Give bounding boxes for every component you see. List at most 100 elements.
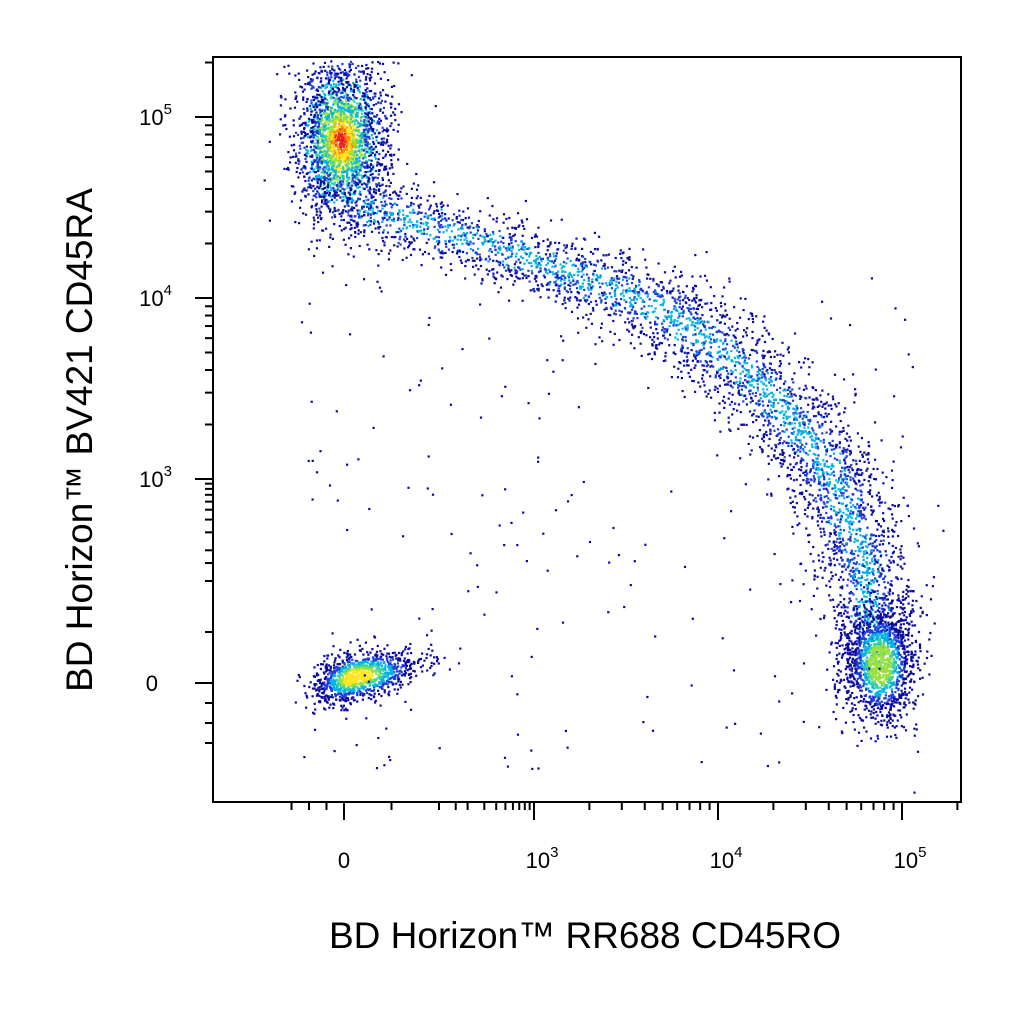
event-dot: [332, 103, 335, 106]
event-dot: [340, 229, 343, 232]
event-dot: [327, 205, 330, 208]
event-dot: [383, 165, 386, 168]
event-dot: [850, 498, 854, 502]
event-dot: [841, 452, 845, 455]
event-dot: [612, 343, 615, 346]
event-dot: [613, 277, 616, 280]
event-dot: [487, 260, 490, 263]
event-dot: [363, 135, 366, 138]
event-dot: [350, 149, 353, 152]
event-dot: [832, 540, 835, 543]
event-dot: [492, 230, 495, 234]
event-dot: [460, 261, 463, 264]
event-dot: [645, 334, 648, 337]
event-dot: [692, 317, 695, 320]
event-dot: [581, 247, 584, 250]
event-dot: [358, 142, 361, 145]
event-dot: [351, 158, 355, 161]
event-dot: [848, 471, 851, 474]
event-dot: [378, 189, 381, 192]
event-dot: [428, 208, 431, 211]
event-dot: [806, 472, 809, 475]
event-dot: [333, 188, 336, 191]
event-dot: [317, 100, 320, 103]
event-dot: [314, 105, 317, 108]
event-dot: [353, 140, 356, 143]
event-dot: [703, 369, 706, 372]
event-dot: [561, 265, 564, 268]
event-dot: [349, 189, 353, 192]
event-dot: [863, 516, 866, 519]
event-dot: [567, 273, 570, 276]
event-dot: [819, 531, 823, 534]
event-dot: [337, 90, 340, 93]
event-dot: [339, 196, 342, 199]
event-dot: [852, 582, 855, 585]
event-dot: [340, 114, 343, 117]
event-dot: [427, 252, 430, 255]
event-dot: [838, 612, 841, 615]
event-dot: [581, 267, 584, 270]
event-dot: [346, 184, 349, 187]
event-dot: [374, 170, 377, 173]
event-dot: [614, 309, 617, 312]
event-dot: [701, 314, 704, 317]
event-dot: [447, 224, 450, 227]
event-dot: [384, 210, 387, 213]
event-dot: [842, 511, 845, 514]
event-dot: [472, 265, 475, 268]
event-dot: [631, 325, 634, 328]
event-dot: [343, 69, 347, 72]
event-dot: [672, 308, 675, 311]
event-dot: [300, 137, 303, 140]
event-dot: [338, 164, 341, 167]
event-dot: [652, 291, 655, 294]
event-dot: [866, 570, 869, 574]
event-dot: [762, 391, 765, 394]
event-dot: [449, 262, 452, 266]
event-dot: [615, 298, 618, 301]
event-dot: [890, 580, 893, 583]
event-dot: [656, 337, 659, 340]
event-dot: [730, 339, 733, 342]
event-dot: [678, 296, 681, 299]
event-dot: [919, 606, 922, 609]
event-dot: [314, 116, 317, 119]
event-dot: [809, 418, 812, 421]
event-dot: [362, 200, 365, 203]
event-dot: [374, 192, 377, 195]
event-dot: [441, 212, 444, 215]
event-dot: [389, 213, 392, 216]
event-dot: [302, 130, 305, 133]
event-dot: [782, 417, 785, 420]
event-dot: [729, 384, 733, 387]
event-dot: [365, 205, 369, 209]
event-dot: [321, 192, 324, 196]
event-dot: [728, 403, 732, 406]
event-dot: [314, 70, 317, 73]
event-dot: [819, 440, 823, 443]
event-dot: [318, 147, 321, 150]
event-dot: [652, 279, 655, 282]
event-dot: [353, 159, 356, 162]
event-dot: [339, 78, 342, 82]
event-dot: [317, 221, 320, 224]
event-dot: [323, 142, 326, 145]
event-dot: [355, 204, 358, 207]
event-dot: [320, 217, 323, 220]
event-dot: [751, 414, 754, 417]
event-dot: [280, 96, 283, 99]
event-dot: [377, 222, 381, 225]
event-dot: [750, 312, 754, 315]
event-dot: [353, 166, 356, 169]
event-dot: [845, 698, 848, 701]
event-dot: [461, 227, 464, 230]
event-dot: [419, 225, 422, 228]
event-dot: [825, 483, 828, 486]
event-dot: [768, 350, 772, 353]
event-dot: [345, 141, 348, 144]
event-dot: [685, 317, 688, 320]
event-dot: [817, 514, 820, 517]
event-dot: [743, 356, 746, 359]
event-dot: [345, 169, 348, 172]
